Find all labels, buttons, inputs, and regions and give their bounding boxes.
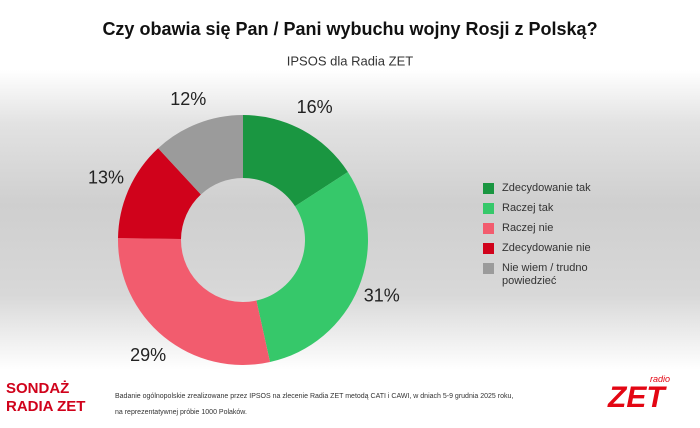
legend-item: Nie wiem / trudno powiedzieć [483, 262, 623, 288]
donut-segment [256, 171, 369, 363]
radio-logo: radio ZET [608, 374, 671, 414]
legend-label: Raczej nie [502, 222, 554, 234]
source-note: Badanie ogólnopolskie zrealizowane przez… [115, 389, 595, 421]
legend-item: Raczej nie [483, 222, 623, 235]
legend-item: Zdecydowanie nie [483, 242, 623, 255]
chart-title: Czy obawia się Pan / Pani wybuchu wojny … [102, 19, 597, 39]
legend: Zdecydowanie tak Raczej tak Raczej nie Zdec… [483, 182, 623, 295]
legend-swatch [483, 223, 494, 234]
donut-segment [117, 238, 271, 366]
legend-label: Zdecydowanie tak [502, 182, 591, 194]
note-line: Badanie ogólnopolskie zrealizowane przez… [115, 393, 514, 400]
value-label: 29% [130, 345, 166, 365]
brand-logo: SONDAŻ RADIA ZET [6, 380, 85, 416]
value-label: 12% [170, 89, 206, 109]
legend-item: Raczej tak [483, 202, 623, 215]
legend-swatch [483, 263, 494, 274]
value-label: 13% [88, 168, 124, 188]
legend-swatch [483, 243, 494, 254]
legend-label: Nie wiem / trudno powiedzieć [502, 262, 588, 287]
legend-swatch [483, 183, 494, 194]
chart-subtitle: IPSOS dla Radia ZET [287, 53, 413, 68]
brand-line: RADIA ZET [6, 398, 86, 415]
donut-segment [158, 115, 243, 195]
note-line: na reprezentatywnej próbie 1000 Polaków. [115, 409, 247, 416]
radio-label: radio [650, 374, 671, 384]
legend-label: Zdecydowanie nie [502, 242, 591, 254]
legend-label: Raczej tak [502, 202, 554, 214]
donut-segment [118, 148, 201, 240]
donut-segment [243, 115, 348, 207]
brand-line: SONDAŻ [6, 380, 70, 397]
legend-swatch [483, 203, 494, 214]
value-label: 16% [297, 97, 333, 117]
radio-name: ZET [608, 381, 665, 414]
value-label: 31% [364, 286, 400, 306]
legend-item: Zdecydowanie tak [483, 182, 623, 195]
